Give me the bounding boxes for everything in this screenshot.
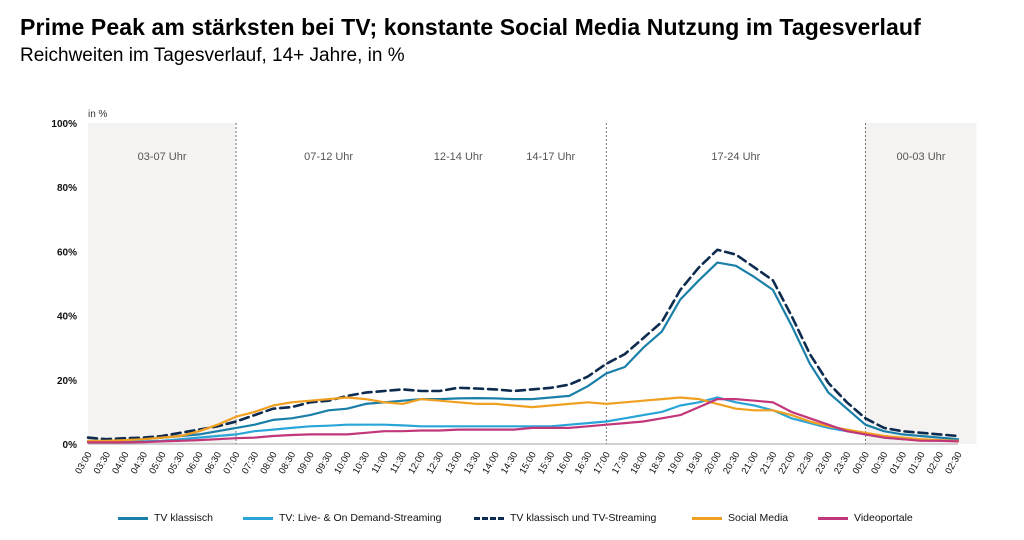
legend-item-tv-streaming: TV: Live- & On Demand-Streaming	[243, 508, 441, 528]
x-tick-label: 12:30	[425, 450, 446, 476]
series-line-4	[86, 398, 960, 444]
legend-item-tv-klassisch: TV klassisch	[118, 508, 213, 528]
x-tick-label: 20:30	[721, 450, 742, 476]
y-tick-label: 0%	[63, 440, 78, 451]
legend-item-videoportale: Videoportale	[818, 508, 913, 528]
x-tick-label: 15:30	[536, 450, 557, 476]
x-tick-label: 09:00	[295, 450, 316, 476]
series-line-0	[86, 261, 960, 442]
daypart-shade	[865, 123, 977, 444]
x-tick-label: 05:00	[147, 450, 168, 476]
legend-swatch	[118, 516, 148, 520]
x-tick-label: 23:30	[832, 450, 853, 476]
x-tick-label: 04:30	[129, 450, 150, 476]
x-tick-label: 18:00	[629, 450, 650, 476]
x-tick-label: 13:00	[443, 450, 464, 476]
legend-swatch	[692, 516, 722, 520]
x-tick-label: 06:30	[203, 450, 224, 476]
series-line-1	[86, 396, 960, 444]
x-tick-label: 08:30	[277, 450, 298, 476]
legend-label: Social Media	[728, 512, 789, 524]
x-tick-label: 21:00	[740, 450, 761, 476]
chart-title: Prime Peak am stärksten bei TV; konstant…	[20, 14, 921, 40]
daypart-label: 17-24 Uhr	[711, 151, 760, 163]
daypart-label: 12-14 Uhr	[434, 151, 483, 163]
legend-label: Videoportale	[854, 512, 913, 524]
x-tick-label: 17:30	[610, 450, 631, 476]
x-tick-label: 07:30	[240, 450, 261, 476]
x-tick-label: 09:30	[314, 450, 335, 476]
daypart-label: 03-07 Uhr	[138, 151, 187, 163]
x-tick-label: 01:30	[906, 450, 927, 476]
x-tick-label: 01:00	[888, 450, 909, 476]
x-tick-label: 14:30	[499, 450, 520, 476]
x-tick-label: 08:00	[258, 450, 279, 476]
legend-label: TV: Live- & On Demand-Streaming	[279, 512, 442, 524]
y-tick-label: 60%	[57, 247, 77, 258]
daypart-label: 07-12 Uhr	[304, 151, 353, 163]
x-tick-label: 00:30	[869, 450, 890, 476]
daypart-label: 14-17 Uhr	[526, 151, 575, 163]
x-tick-label: 06:00	[184, 450, 205, 476]
line-chart: 03-07 Uhr 07-12 Uhr 12-14 Uhr 14-17 Uhr 17-2…	[51, 109, 977, 476]
x-tick-label: 22:00	[777, 450, 798, 476]
x-tick-label: 10:00	[332, 450, 353, 476]
y-unit-label: in %	[88, 109, 108, 120]
x-tick-label: 10:30	[351, 450, 372, 476]
legend-item-social-media: Social Media	[692, 508, 788, 528]
legend-label: TV klassisch	[154, 512, 213, 524]
x-tick-label: 17:00	[591, 450, 612, 476]
y-tick-label: 100%	[51, 119, 77, 130]
x-tick-label: 21:30	[758, 450, 779, 476]
x-tick-label: 07:00	[221, 450, 242, 476]
legend-swatch	[818, 516, 848, 520]
legend-label: TV klassisch und TV-Streaming	[510, 512, 657, 524]
x-tick-label: 19:00	[666, 450, 687, 476]
daypart-shade	[88, 123, 237, 444]
legend-item-tv-gesamt: TV klassisch und TV-Streaming	[474, 508, 656, 528]
x-tick-label: 16:00	[554, 450, 575, 476]
x-tick-label: 03:30	[92, 450, 113, 476]
x-tick-label: 16:30	[573, 450, 594, 476]
x-tick-label: 05:30	[166, 450, 187, 476]
daypart-label: 00-03 Uhr	[897, 151, 946, 163]
y-tick-label: 20%	[57, 376, 77, 387]
chart-subtitle: Reichweiten im Tagesverlauf, 14+ Jahre, …	[20, 45, 405, 66]
y-tick-label: 80%	[57, 183, 77, 194]
x-tick-label: 11:30	[388, 450, 409, 475]
x-tick-label: 12:00	[406, 450, 427, 476]
legend-swatch	[243, 516, 273, 520]
x-tick-label: 18:30	[647, 450, 668, 476]
x-tick-label: 02:00	[925, 450, 946, 476]
x-tick-label: 13:30	[462, 450, 483, 476]
x-tick-label: 15:00	[517, 450, 538, 476]
x-tick-label: 02:30	[943, 450, 964, 476]
x-tick-label: 22:30	[795, 450, 816, 476]
x-tick-label: 04:00	[110, 450, 131, 476]
x-tick-label: 11:00	[370, 450, 391, 475]
x-tick-label: 14:00	[480, 450, 501, 476]
legend-swatch	[474, 516, 504, 520]
x-tick-label: 00:00	[851, 450, 872, 476]
x-tick-label: 23:00	[814, 450, 835, 476]
series-line-3	[86, 396, 960, 442]
y-tick-label: 40%	[57, 312, 77, 323]
chart-legend: TV klassisch TV: Live- & On Demand-Strea…	[0, 508, 1024, 528]
x-tick-label: 03:00	[73, 450, 94, 476]
series-line-2	[86, 248, 960, 441]
x-tick-label: 20:00	[703, 450, 724, 476]
x-tick-label: 19:30	[684, 450, 705, 476]
